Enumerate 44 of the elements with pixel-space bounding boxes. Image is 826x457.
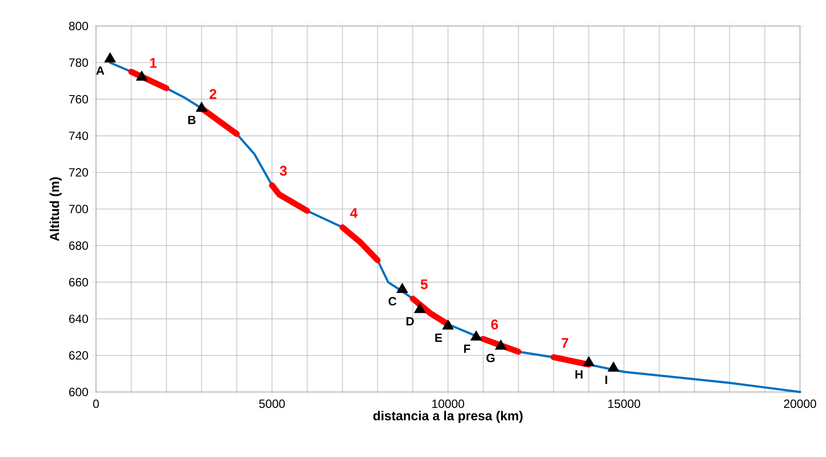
- annotation: H: [575, 370, 582, 378]
- y-tick-label: 740: [69, 132, 88, 140]
- annotation: D: [406, 317, 414, 326]
- annotation: B: [188, 116, 196, 124]
- annotation: 7: [562, 338, 568, 348]
- annotation: 6: [491, 320, 498, 330]
- point: [608, 362, 620, 372]
- y-tick-label: 600: [69, 388, 88, 396]
- y-tick-label: 700: [69, 204, 88, 214]
- annotation: E: [435, 334, 442, 342]
- x-tick-label: 0: [93, 400, 99, 408]
- point: [494, 340, 507, 350]
- point: [196, 102, 208, 112]
- y-tick-label: 640: [69, 314, 88, 324]
- x-axis-title: distancia a la presa (km): [373, 410, 523, 423]
- point: [104, 52, 116, 62]
- point: [442, 319, 454, 330]
- point: [583, 356, 595, 366]
- annotation: C: [388, 297, 396, 306]
- x-tick-label: 10000: [432, 400, 464, 408]
- annotation: I: [605, 376, 608, 384]
- y-tick-label: 720: [69, 168, 88, 177]
- y-tick-label: 680: [69, 241, 88, 250]
- annotation: F: [464, 344, 470, 353]
- annotation: 2: [210, 89, 216, 99]
- y-tick-label: 780: [69, 58, 88, 67]
- point: [414, 302, 426, 314]
- annotation: A: [96, 66, 104, 75]
- y-tick-label: 760: [69, 94, 88, 104]
- x-tick-label: 20000: [784, 400, 816, 408]
- point: [396, 282, 408, 293]
- point: [470, 330, 482, 341]
- annotation: 4: [350, 208, 358, 218]
- annotation: 1: [150, 58, 157, 68]
- x-tick-label: 5000: [259, 400, 285, 408]
- y-axis-title: Altitud (m): [50, 177, 62, 242]
- x-tick-label: 15000: [608, 400, 640, 408]
- point: [136, 70, 148, 81]
- y-tick-label: 800: [69, 22, 88, 30]
- annotation: G: [486, 354, 495, 362]
- y-tick-label: 660: [69, 278, 88, 286]
- y-tick-label: 620: [69, 351, 88, 360]
- annotation: 5: [420, 279, 428, 290]
- annotation: 3: [280, 166, 287, 176]
